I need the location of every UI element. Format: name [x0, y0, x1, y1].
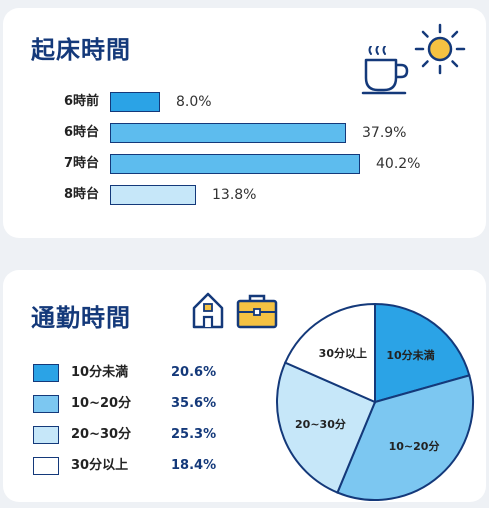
wake-time-title: 起床時間 — [31, 36, 131, 64]
pie-slice — [374, 302, 471, 404]
pie-slice — [283, 302, 376, 404]
legend-swatch — [33, 426, 59, 444]
pie-slice-label: 10分未満 — [386, 348, 434, 362]
commute-time-card: 通勤時間 10分未満 20.6% 10~20分 35.6% 20~30分 25.3% 30分… — [3, 270, 486, 502]
house-icon — [192, 292, 224, 329]
legend-label: 20~30分 — [71, 427, 132, 442]
commute-time-pie-chart: 10分未満 10~20分 20~30分 30分以上 — [276, 302, 474, 501]
pie-slice — [276, 361, 377, 494]
bar-value-label: 37.9% — [362, 125, 407, 141]
bar-value-label: 40.2% — [376, 156, 421, 172]
bar-category-label: 6時前 — [63, 94, 99, 109]
sun-icon — [414, 23, 466, 75]
bar-category-label: 7時台 — [63, 156, 99, 171]
briefcase-icon — [236, 294, 278, 329]
pie-slice-label: 30分以上 — [319, 346, 367, 360]
legend-label: 10分未満 — [71, 365, 129, 380]
bar — [110, 92, 160, 112]
legend-value: 35.6% — [171, 396, 217, 411]
pie-slice — [336, 374, 474, 501]
legend-swatch — [33, 364, 59, 382]
legend-value: 18.4% — [171, 458, 217, 473]
pie-slice-label: 10~20分 — [389, 439, 440, 453]
bar — [110, 185, 196, 205]
coffee-cup-icon — [361, 46, 409, 95]
legend-value: 25.3% — [171, 427, 217, 442]
pie-slice-label: 20~30分 — [295, 417, 346, 431]
legend-swatch — [33, 395, 59, 413]
bar-value-label: 13.8% — [212, 187, 257, 203]
legend-label: 30分以上 — [71, 458, 129, 473]
wake-time-card: 起床時間 6時前 8.0% 6時台 37.9% 7時台 40.2% 8時台 13.8% — [3, 8, 486, 238]
bar-value-label: 8.0% — [176, 94, 212, 110]
bar-category-label: 6時台 — [63, 125, 99, 140]
legend-value: 20.6% — [171, 365, 217, 380]
bar — [110, 154, 360, 174]
legend-label: 10~20分 — [71, 396, 132, 411]
commute-time-title: 通勤時間 — [31, 304, 131, 332]
bar-category-label: 8時台 — [63, 187, 99, 202]
bar — [110, 123, 346, 143]
legend-swatch — [33, 457, 59, 475]
